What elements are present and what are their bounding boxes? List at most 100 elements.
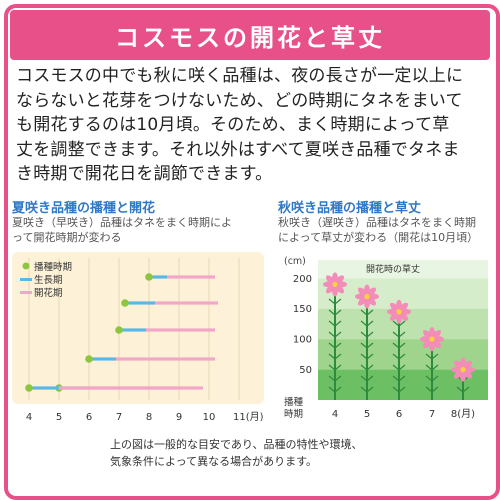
summer-xtick-label: 7 — [116, 412, 122, 423]
autumn-plant-leaf — [456, 386, 470, 393]
legend-bloom-marker — [20, 291, 32, 294]
autumn-plant-leaf — [328, 331, 342, 338]
autumn-chart: (cm) 開花時の草丈 200 150 100 50 播種 時期 4 5 6 7 8(月) — [284, 256, 488, 420]
autumn-xtick-label: 5 — [364, 409, 370, 420]
autumn-flower — [323, 272, 347, 297]
autumn-xtick-label: 8(月) — [451, 408, 475, 420]
autumn-xaxis-title-1: 播種 — [284, 396, 304, 408]
summer-sow-marker — [121, 299, 129, 307]
summer-sow-marker — [145, 273, 153, 281]
footnote: 上の図は一般的な目安であり、品種の特性や環境、 気象条件によって異なる場合があり… — [110, 436, 410, 470]
summer-grow-bar — [119, 328, 146, 332]
autumn-plant-leaf — [392, 364, 406, 371]
intro-text: コスモスの中でも秋に咲く品種は、夜の長さが一定以上に ならないと花芽をつけないた… — [16, 64, 486, 187]
autumn-plant-leaf — [392, 375, 406, 382]
summer-desc-line: 夏咲き（早咲き）品種はタネをまく時期によ — [12, 216, 232, 229]
summer-bloom-bar — [116, 357, 215, 361]
summer-bloom-bar — [59, 386, 182, 390]
autumn-ytick-label: 100 — [293, 335, 312, 346]
summer-xtick-label: 10 — [203, 412, 216, 423]
summer-xtick-label: 11(月) — [233, 411, 264, 423]
autumn-flower — [451, 357, 475, 382]
autumn-plot-label: 開花時の草丈 — [366, 263, 420, 275]
summer-sow-marker — [115, 326, 123, 334]
autumn-flower — [387, 299, 411, 324]
autumn-ytick-label: 50 — [299, 365, 312, 376]
autumn-plant-leaf — [425, 353, 439, 360]
autumn-plant-leaf — [328, 342, 342, 349]
summer-bloom-bar — [155, 301, 218, 305]
autumn-flower — [420, 327, 444, 352]
autumn-plant-leaf — [425, 375, 439, 382]
legend-bloom-label: 開花期 — [34, 287, 63, 299]
autumn-xtick-label: 4 — [332, 409, 338, 420]
autumn-plant-leaf — [425, 364, 439, 371]
autumn-plant-leaf — [328, 386, 342, 393]
title-bar: コスモスの開花と草丈 — [10, 10, 490, 60]
intro-line: も開花するのは10月頃。そのため、まく時期によって草 — [16, 115, 450, 135]
autumn-unit-label: (cm) — [284, 256, 306, 267]
summer-sow-marker — [85, 355, 93, 363]
legend-sow-marker — [22, 262, 30, 270]
summer-xtick-label: 6 — [86, 412, 92, 423]
page-title: コスモスの開花と草丈 — [115, 23, 385, 52]
legend-grow-label: 生長期 — [34, 274, 63, 286]
autumn-plant-leaf — [328, 364, 342, 371]
autumn-xaxis-title-2: 時期 — [284, 409, 303, 420]
autumn-plant-leaf — [392, 386, 406, 393]
autumn-plant-leaf — [328, 320, 342, 327]
summer-grow-bar — [89, 357, 116, 361]
autumn-plant-leaf — [360, 375, 374, 382]
summer-sow-marker — [25, 384, 33, 392]
autumn-plant-leaf — [360, 331, 374, 338]
intro-line: 丈を調整できます。それ以外はすべて夏咲き品種でタネま — [16, 139, 460, 160]
footnote-line: 気象条件によって異なる場合があります。 — [110, 455, 318, 468]
summer-xtick-label: 9 — [176, 412, 182, 423]
footnote-line: 上の図は一般的な目安であり、品種の特性や環境、 — [110, 438, 363, 451]
legend-grow-marker — [20, 278, 32, 281]
autumn-plant-leaf — [360, 309, 374, 316]
summer-grow-bar — [125, 301, 155, 305]
summer-bloom-bar — [146, 328, 215, 332]
autumn-xtick-label: 7 — [429, 409, 435, 420]
autumn-section-title: 秋咲き品種の播種と草丈 — [278, 201, 422, 216]
autumn-plant-leaf — [328, 353, 342, 360]
autumn-plant-leaf — [328, 298, 342, 305]
autumn-xtick-label: 6 — [396, 409, 402, 420]
autumn-plant-leaf — [360, 342, 374, 349]
autumn-plant-leaf — [360, 353, 374, 360]
summer-legend: 播種時期 生長期 開花期 — [20, 261, 72, 299]
summer-grow-bar — [29, 386, 59, 390]
intro-line: き時期で開花日を調節できます。 — [16, 164, 273, 184]
intro-line: ならないと花芽をつけないため、どの時期にタネをまいて — [16, 90, 463, 111]
autumn-plant-leaf — [392, 331, 406, 338]
summer-chart: 播種時期 生長期 開花期 4 5 6 7 8 9 10 11(月) — [12, 252, 264, 423]
autumn-desc-line: 秋咲き（遅咲き）品種はタネをまく時期 — [278, 216, 476, 229]
summer-xtick-label: 8 — [146, 412, 152, 423]
summer-bloom-bar — [167, 275, 215, 279]
autumn-plant-leaf — [360, 320, 374, 327]
summer-grow-bar — [149, 275, 167, 279]
intro-line: コスモスの中でも秋に咲く品種は、夜の長さが一定以上に — [16, 66, 464, 86]
summer-section-title: 夏咲き品種の播種と開花 — [12, 201, 156, 216]
autumn-plant-leaf — [392, 320, 406, 327]
autumn-plant-leaf — [360, 386, 374, 393]
summer-section-desc: 夏咲き（早咲き）品種はタネをまく時期によ って開花時期が変わる — [12, 215, 232, 245]
summer-desc-line: って開花時期が変わる — [12, 231, 122, 244]
autumn-plant-leaf — [425, 386, 439, 393]
autumn-ytick-label: 200 — [293, 274, 312, 285]
autumn-height-band — [318, 260, 488, 279]
legend-sow-label: 播種時期 — [34, 261, 72, 273]
summer-xtick-label: 4 — [26, 412, 32, 423]
autumn-flower — [355, 284, 379, 309]
autumn-section-desc: 秋咲き（遅咲き）品種はタネをまく時期 によって草丈が変わる（開花は10月頃） — [278, 215, 478, 245]
autumn-plant-leaf — [328, 375, 342, 382]
autumn-plant-leaf — [328, 309, 342, 316]
autumn-desc-line: によって草丈が変わる（開花は10月頃） — [278, 231, 479, 244]
autumn-plant-leaf — [360, 364, 374, 371]
autumn-plant-leaf — [392, 353, 406, 360]
summer-chart-bg — [12, 252, 264, 404]
autumn-ytick-label: 150 — [293, 304, 312, 315]
summer-xtick-label: 5 — [56, 412, 62, 423]
autumn-plant-leaf — [392, 342, 406, 349]
